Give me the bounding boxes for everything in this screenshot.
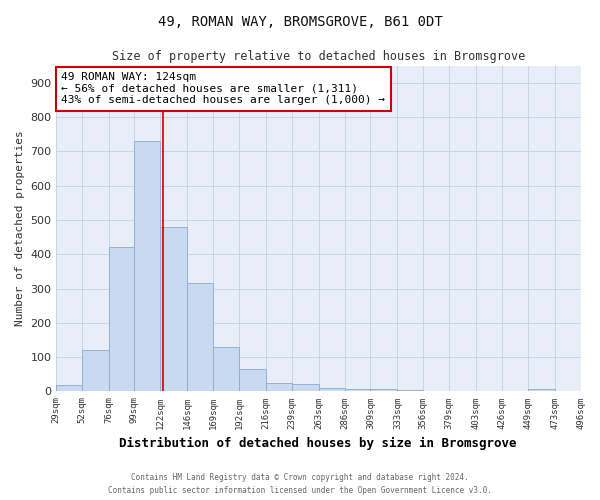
Bar <box>239 369 266 392</box>
Bar <box>56 384 82 392</box>
Bar <box>319 388 344 392</box>
Bar <box>527 388 554 392</box>
Bar <box>397 390 423 392</box>
Text: Contains HM Land Registry data © Crown copyright and database right 2024.
Contai: Contains HM Land Registry data © Crown c… <box>108 473 492 495</box>
Bar <box>82 350 109 392</box>
Bar <box>160 227 187 392</box>
Bar <box>344 388 370 392</box>
Bar <box>213 347 239 392</box>
Bar <box>266 383 292 392</box>
Title: Size of property relative to detached houses in Bromsgrove: Size of property relative to detached ho… <box>112 50 525 63</box>
Bar <box>370 390 397 392</box>
Text: 49, ROMAN WAY, BROMSGROVE, B61 0DT: 49, ROMAN WAY, BROMSGROVE, B61 0DT <box>158 15 442 29</box>
Bar <box>292 384 319 392</box>
Text: 49 ROMAN WAY: 124sqm
← 56% of detached houses are smaller (1,311)
43% of semi-de: 49 ROMAN WAY: 124sqm ← 56% of detached h… <box>61 72 385 106</box>
Bar <box>134 141 160 392</box>
Y-axis label: Number of detached properties: Number of detached properties <box>15 130 25 326</box>
X-axis label: Distribution of detached houses by size in Bromsgrove: Distribution of detached houses by size … <box>119 437 517 450</box>
Bar <box>187 283 213 392</box>
Bar <box>109 248 134 392</box>
